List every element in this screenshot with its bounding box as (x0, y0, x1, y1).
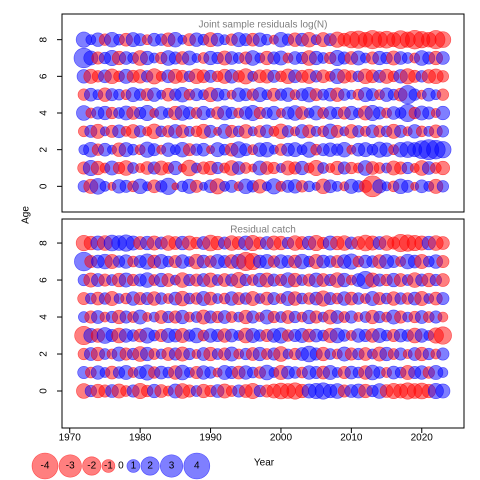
bubble (436, 236, 450, 250)
legend-bubble (183, 452, 211, 480)
x-tick-label: 2020 (411, 433, 434, 444)
y-axis-label: Age (21, 206, 32, 224)
legend-bubble (126, 459, 141, 473)
bubble (434, 31, 452, 48)
y-tick-label: 6 (39, 73, 50, 79)
bubble (436, 51, 450, 65)
legend-bubble (101, 459, 116, 473)
legend-label: 4 (194, 461, 200, 472)
y-tick-label: 0 (39, 388, 50, 394)
bubble (434, 141, 452, 159)
bubble (436, 70, 449, 83)
y-tick-label: 0 (39, 183, 50, 189)
panel-title: Residual catch (230, 225, 296, 236)
x-tick-label: 1980 (129, 433, 152, 444)
x-axis-label: Year (254, 458, 275, 469)
legend-label: 3 (169, 461, 175, 472)
bubble (437, 311, 449, 323)
y-tick-label: 2 (39, 146, 50, 152)
x-tick-label: 2000 (270, 433, 293, 444)
legend-bubble (58, 454, 82, 478)
bubble (436, 180, 449, 193)
legend-label: -2 (87, 461, 96, 472)
bubble (436, 347, 450, 361)
x-tick-label: 1970 (59, 433, 82, 444)
y-tick-label: 6 (39, 277, 50, 283)
legend-label: -3 (66, 461, 75, 472)
legend-bubble (159, 454, 184, 478)
y-tick-label: 4 (39, 110, 50, 116)
y-tick-label: 8 (39, 240, 50, 246)
y-tick-label: 2 (39, 351, 50, 357)
y-tick-label: 8 (39, 36, 50, 42)
legend-bubble (140, 456, 160, 476)
legend-bubble (31, 452, 59, 480)
bubble (436, 255, 450, 269)
legend-label: -4 (41, 461, 50, 472)
legend-label: 2 (147, 461, 153, 472)
bubble (436, 88, 449, 101)
bubble (435, 105, 450, 121)
x-tick-label: 2010 (340, 433, 363, 444)
y-tick-label: 4 (39, 314, 50, 320)
panel-title: Joint sample residuals log(N) (199, 20, 328, 31)
bubble (435, 383, 451, 399)
x-tick-label: 1990 (199, 433, 222, 444)
bubble (435, 160, 450, 176)
bubble (436, 273, 450, 287)
bubble (436, 292, 450, 305)
legend-label: 1 (131, 461, 137, 472)
bubble (437, 367, 449, 378)
panel-frame (61, 218, 465, 429)
legend-label: -1 (104, 461, 113, 472)
legend-label: 0 (118, 461, 124, 472)
bubble (436, 125, 449, 138)
legend-bubble (82, 456, 102, 476)
bubble (433, 326, 452, 345)
